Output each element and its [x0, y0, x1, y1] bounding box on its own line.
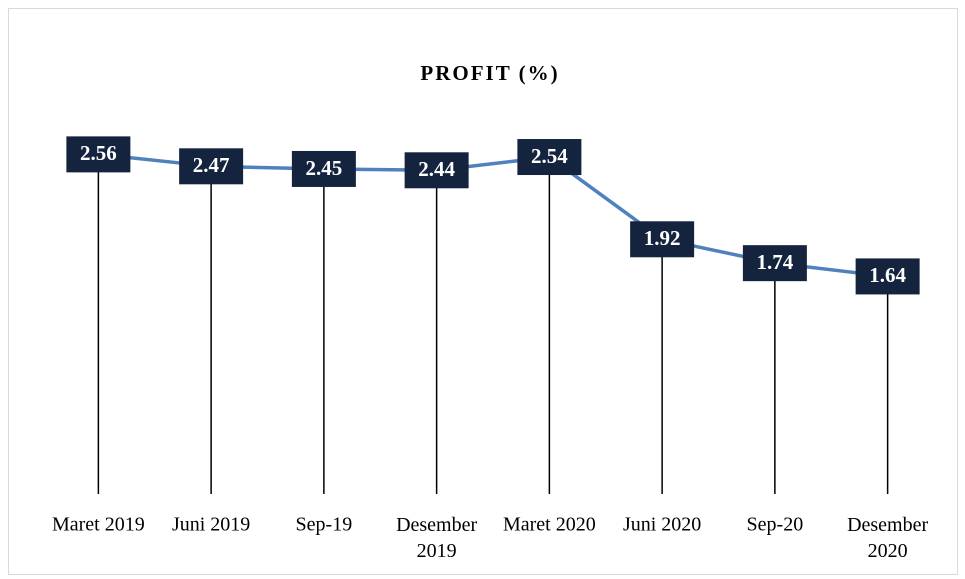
chart-frame	[8, 8, 958, 575]
x-tick-label: Maret 2020	[503, 514, 596, 536]
value-label: 2.45	[306, 156, 343, 180]
value-label-box	[291, 150, 356, 187]
value-label-box	[855, 258, 920, 295]
value-label: 2.47	[193, 153, 230, 177]
value-label-box	[179, 148, 244, 185]
value-label: 1.64	[869, 263, 906, 287]
x-tick-label: Desember 2020	[847, 514, 928, 562]
x-tick-label: Juni 2019	[172, 514, 250, 536]
x-tick-label: Sep-20	[747, 514, 804, 536]
value-label-box	[404, 152, 469, 189]
value-label-box	[742, 245, 807, 282]
value-label: 1.92	[644, 226, 681, 250]
chart-title: PROFIT (%)	[420, 61, 559, 85]
value-label-box	[66, 136, 131, 173]
x-tick-label: Maret 2019	[52, 514, 145, 536]
value-label-box	[630, 221, 695, 258]
value-label: 2.44	[418, 157, 455, 181]
value-label: 2.56	[80, 141, 117, 165]
value-label-box	[517, 139, 582, 176]
value-label: 2.54	[531, 144, 568, 168]
x-tick-label: Desember 2019	[396, 514, 477, 562]
x-tick-label: Juni 2020	[623, 514, 701, 536]
x-tick-label: Sep-19	[296, 514, 353, 536]
value-label: 1.74	[757, 250, 794, 274]
